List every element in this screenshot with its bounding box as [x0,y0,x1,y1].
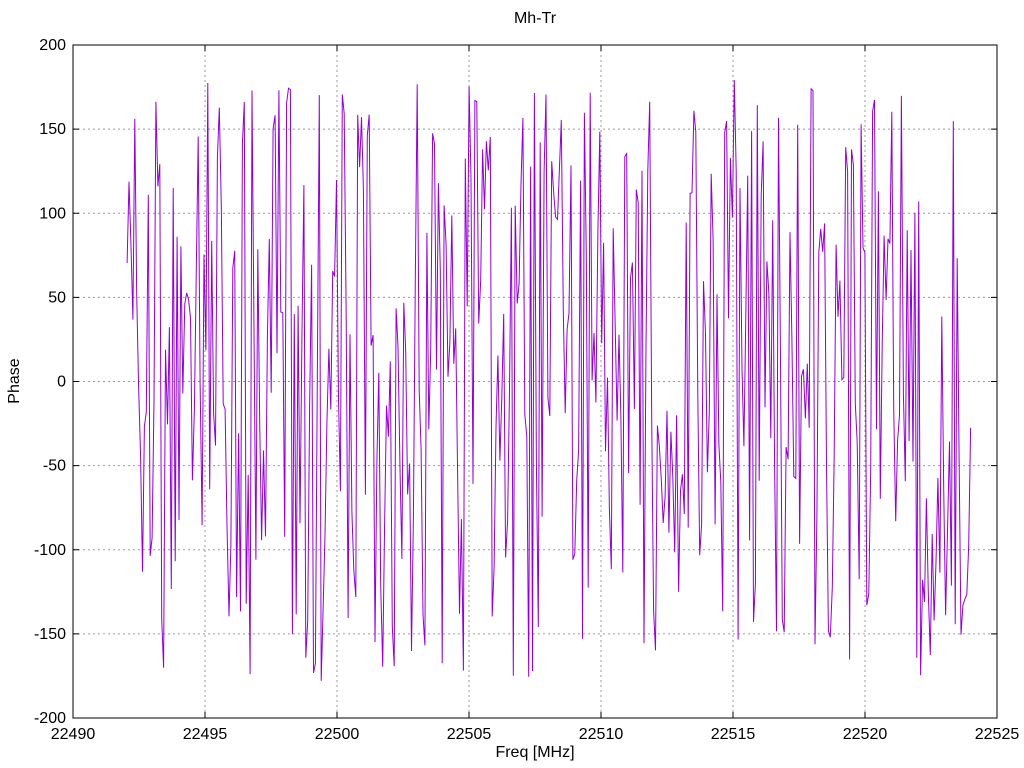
y-tick-label: 150 [39,121,66,138]
chart-title: Mh-Tr [514,10,557,27]
y-tick-label: -150 [34,626,66,643]
x-tick-label: 22510 [579,726,624,743]
y-tick-label: 100 [39,205,66,222]
y-tick-label: 0 [57,374,66,391]
x-tick-label: 22505 [447,726,492,743]
x-tick-label: 22495 [183,726,228,743]
data-series [126,80,972,681]
y-tick-label: 50 [48,289,66,306]
y-tick-label: -100 [34,542,66,559]
x-axis-tick-labels: 22490 22495 22500 22505 22510 22515 22520 22525 [51,726,1020,743]
x-tick-label: 22515 [711,726,756,743]
x-tick-label: 22490 [51,726,96,743]
x-tick-label: 22500 [315,726,360,743]
y-tick-label: -50 [43,458,66,475]
x-tick-label: 22525 [975,726,1020,743]
y-axis-tick-labels: -200 -150 -100 -50 0 50 100 150 200 [34,37,66,727]
y-axis-label: Phase [6,358,23,403]
y-tick-label: -200 [34,710,66,727]
phase-series-line [126,80,972,681]
x-axis-label: Freq [MHz] [495,744,574,761]
x-tick-label: 22520 [843,726,888,743]
grid-lines [73,45,997,718]
axis-tick-marks [72,44,998,719]
y-tick-label: 200 [39,37,66,54]
